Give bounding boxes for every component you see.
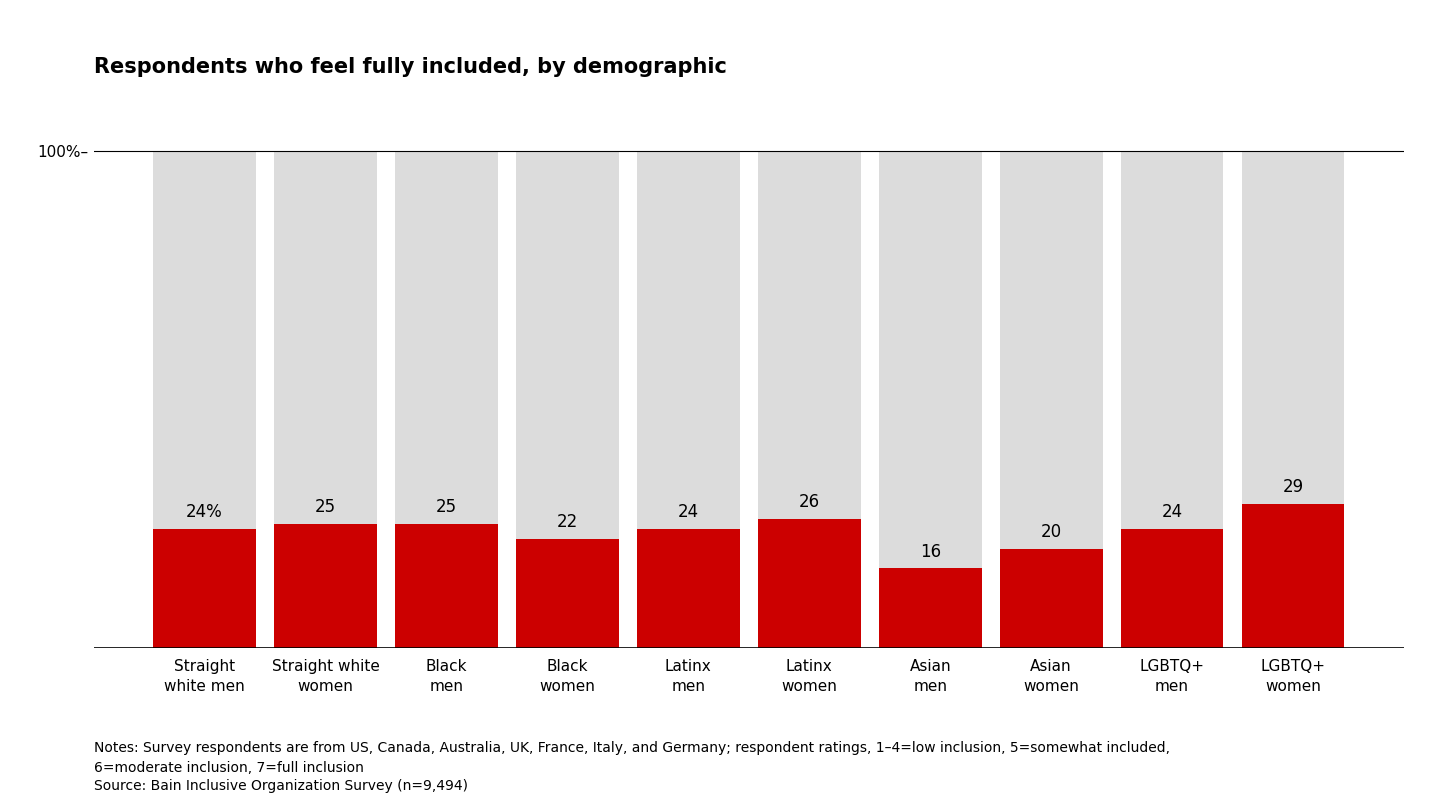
- Text: 6=moderate inclusion, 7=full inclusion: 6=moderate inclusion, 7=full inclusion: [94, 761, 363, 775]
- Text: Notes: Survey respondents are from US, Canada, Australia, UK, France, Italy, and: Notes: Survey respondents are from US, C…: [94, 741, 1169, 755]
- Bar: [999, 151, 1103, 648]
- Text: 29: 29: [1283, 479, 1303, 497]
- Bar: [999, 548, 1103, 648]
- Bar: [274, 524, 377, 648]
- Bar: [1241, 504, 1345, 648]
- Bar: [636, 529, 740, 648]
- Bar: [274, 151, 377, 648]
- Text: 26: 26: [799, 493, 819, 511]
- Text: 25: 25: [436, 498, 456, 516]
- Text: 16: 16: [920, 543, 940, 561]
- Bar: [878, 151, 982, 648]
- Bar: [153, 529, 256, 648]
- Bar: [757, 518, 861, 648]
- Text: Source: Bain Inclusive Organization Survey (n=9,494): Source: Bain Inclusive Organization Surv…: [94, 779, 468, 793]
- Text: Respondents who feel fully included, by demographic: Respondents who feel fully included, by …: [94, 57, 726, 77]
- Bar: [395, 151, 498, 648]
- Text: 24: 24: [1162, 503, 1182, 522]
- Bar: [1120, 151, 1224, 648]
- Bar: [516, 151, 619, 648]
- Text: 22: 22: [557, 514, 577, 531]
- Bar: [878, 569, 982, 648]
- Bar: [516, 539, 619, 648]
- Bar: [636, 151, 740, 648]
- Bar: [153, 151, 256, 648]
- Bar: [757, 151, 861, 648]
- Text: 24%: 24%: [186, 503, 223, 522]
- Text: 25: 25: [315, 498, 336, 516]
- Text: 24: 24: [678, 503, 698, 522]
- Bar: [1241, 151, 1345, 648]
- Text: 20: 20: [1041, 523, 1061, 541]
- Bar: [395, 524, 498, 648]
- Bar: [1120, 529, 1224, 648]
